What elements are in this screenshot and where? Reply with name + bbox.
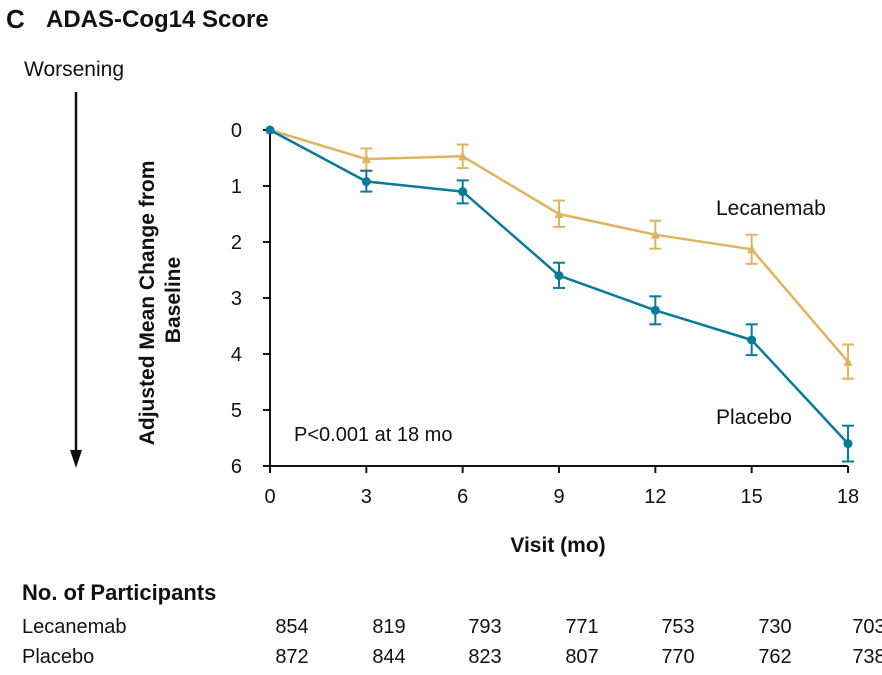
participants-count: 807 <box>565 646 599 668</box>
participants-row-name: Lecanemab <box>22 616 127 638</box>
x-tick-label: 9 <box>553 486 564 508</box>
x-tick-label: 18 <box>837 486 859 508</box>
worsening-arrow <box>70 92 82 468</box>
participants-count: 793 <box>468 616 502 638</box>
series-layer <box>265 125 854 463</box>
x-tick-label: 0 <box>264 486 275 508</box>
y-tick-label: 3 <box>231 288 242 310</box>
lecanemab-point <box>747 244 757 254</box>
y-axis-label: Adjusted Mean Change from Baseline <box>136 155 185 446</box>
lecanemab-label: Lecanemab <box>716 197 826 220</box>
participants-count: 762 <box>758 646 792 668</box>
participants-count: 703 <box>852 616 882 638</box>
worsening-label: Worsening <box>24 58 124 81</box>
y-axis-label-line-2: Baseline <box>162 257 185 343</box>
placebo-point <box>265 125 275 135</box>
y-tick-label: 6 <box>231 456 242 478</box>
placebo-point <box>554 271 564 281</box>
y-tick-label: 1 <box>231 176 242 198</box>
x-tick-label: 15 <box>741 486 763 508</box>
y-axis-label-line-1: Adjusted Mean Change from <box>136 161 159 446</box>
participants-row-name: Placebo <box>22 646 95 668</box>
lecanemab-point <box>650 229 660 239</box>
participants-title: No. of Participants <box>22 580 217 605</box>
chart-title: ADAS-Cog14 Score <box>46 6 269 33</box>
placebo-point <box>361 177 371 187</box>
participants-count: 854 <box>275 616 309 638</box>
x-axis-label: Visit (mo) <box>510 534 605 557</box>
participants-count: 844 <box>372 646 406 668</box>
y-tick-label: 5 <box>231 400 242 422</box>
lecanemab-point <box>554 209 564 218</box>
lecanemab-point <box>361 154 371 164</box>
participants-count: 819 <box>372 616 406 638</box>
participants-count: 771 <box>565 616 599 638</box>
participants-count: 753 <box>661 616 695 638</box>
x-tick-label: 3 <box>361 486 372 508</box>
x-tick-label: 12 <box>644 486 666 508</box>
lecanemab-point <box>843 356 853 366</box>
placebo-point <box>747 335 757 345</box>
placebo-label: Placebo <box>716 406 792 429</box>
lecanemab-line <box>269 128 849 363</box>
participants-count: 738 <box>852 646 882 668</box>
participants-count: 770 <box>661 646 695 668</box>
participants-count: 823 <box>468 646 502 668</box>
y-tick-label: 0 <box>231 120 242 142</box>
placebo-point <box>458 187 468 197</box>
placebo-point <box>843 439 853 449</box>
participants-row-lecanemab: Lecanemab 854 819 793 771 753 730 703 <box>22 616 882 644</box>
panel-letter: C <box>6 4 25 34</box>
participants-count: 872 <box>275 646 309 668</box>
lecanemab-point <box>458 151 468 161</box>
participants-row-placebo: Placebo 872 844 823 807 770 762 738 <box>22 646 882 674</box>
placebo-point <box>650 305 660 315</box>
x-tick-label: 6 <box>457 486 468 508</box>
y-tick-label: 2 <box>231 232 242 254</box>
participants-count: 730 <box>758 616 792 638</box>
p-value-annotation: P<0.001 at 18 mo <box>294 424 452 446</box>
y-tick-label: 4 <box>231 344 242 366</box>
